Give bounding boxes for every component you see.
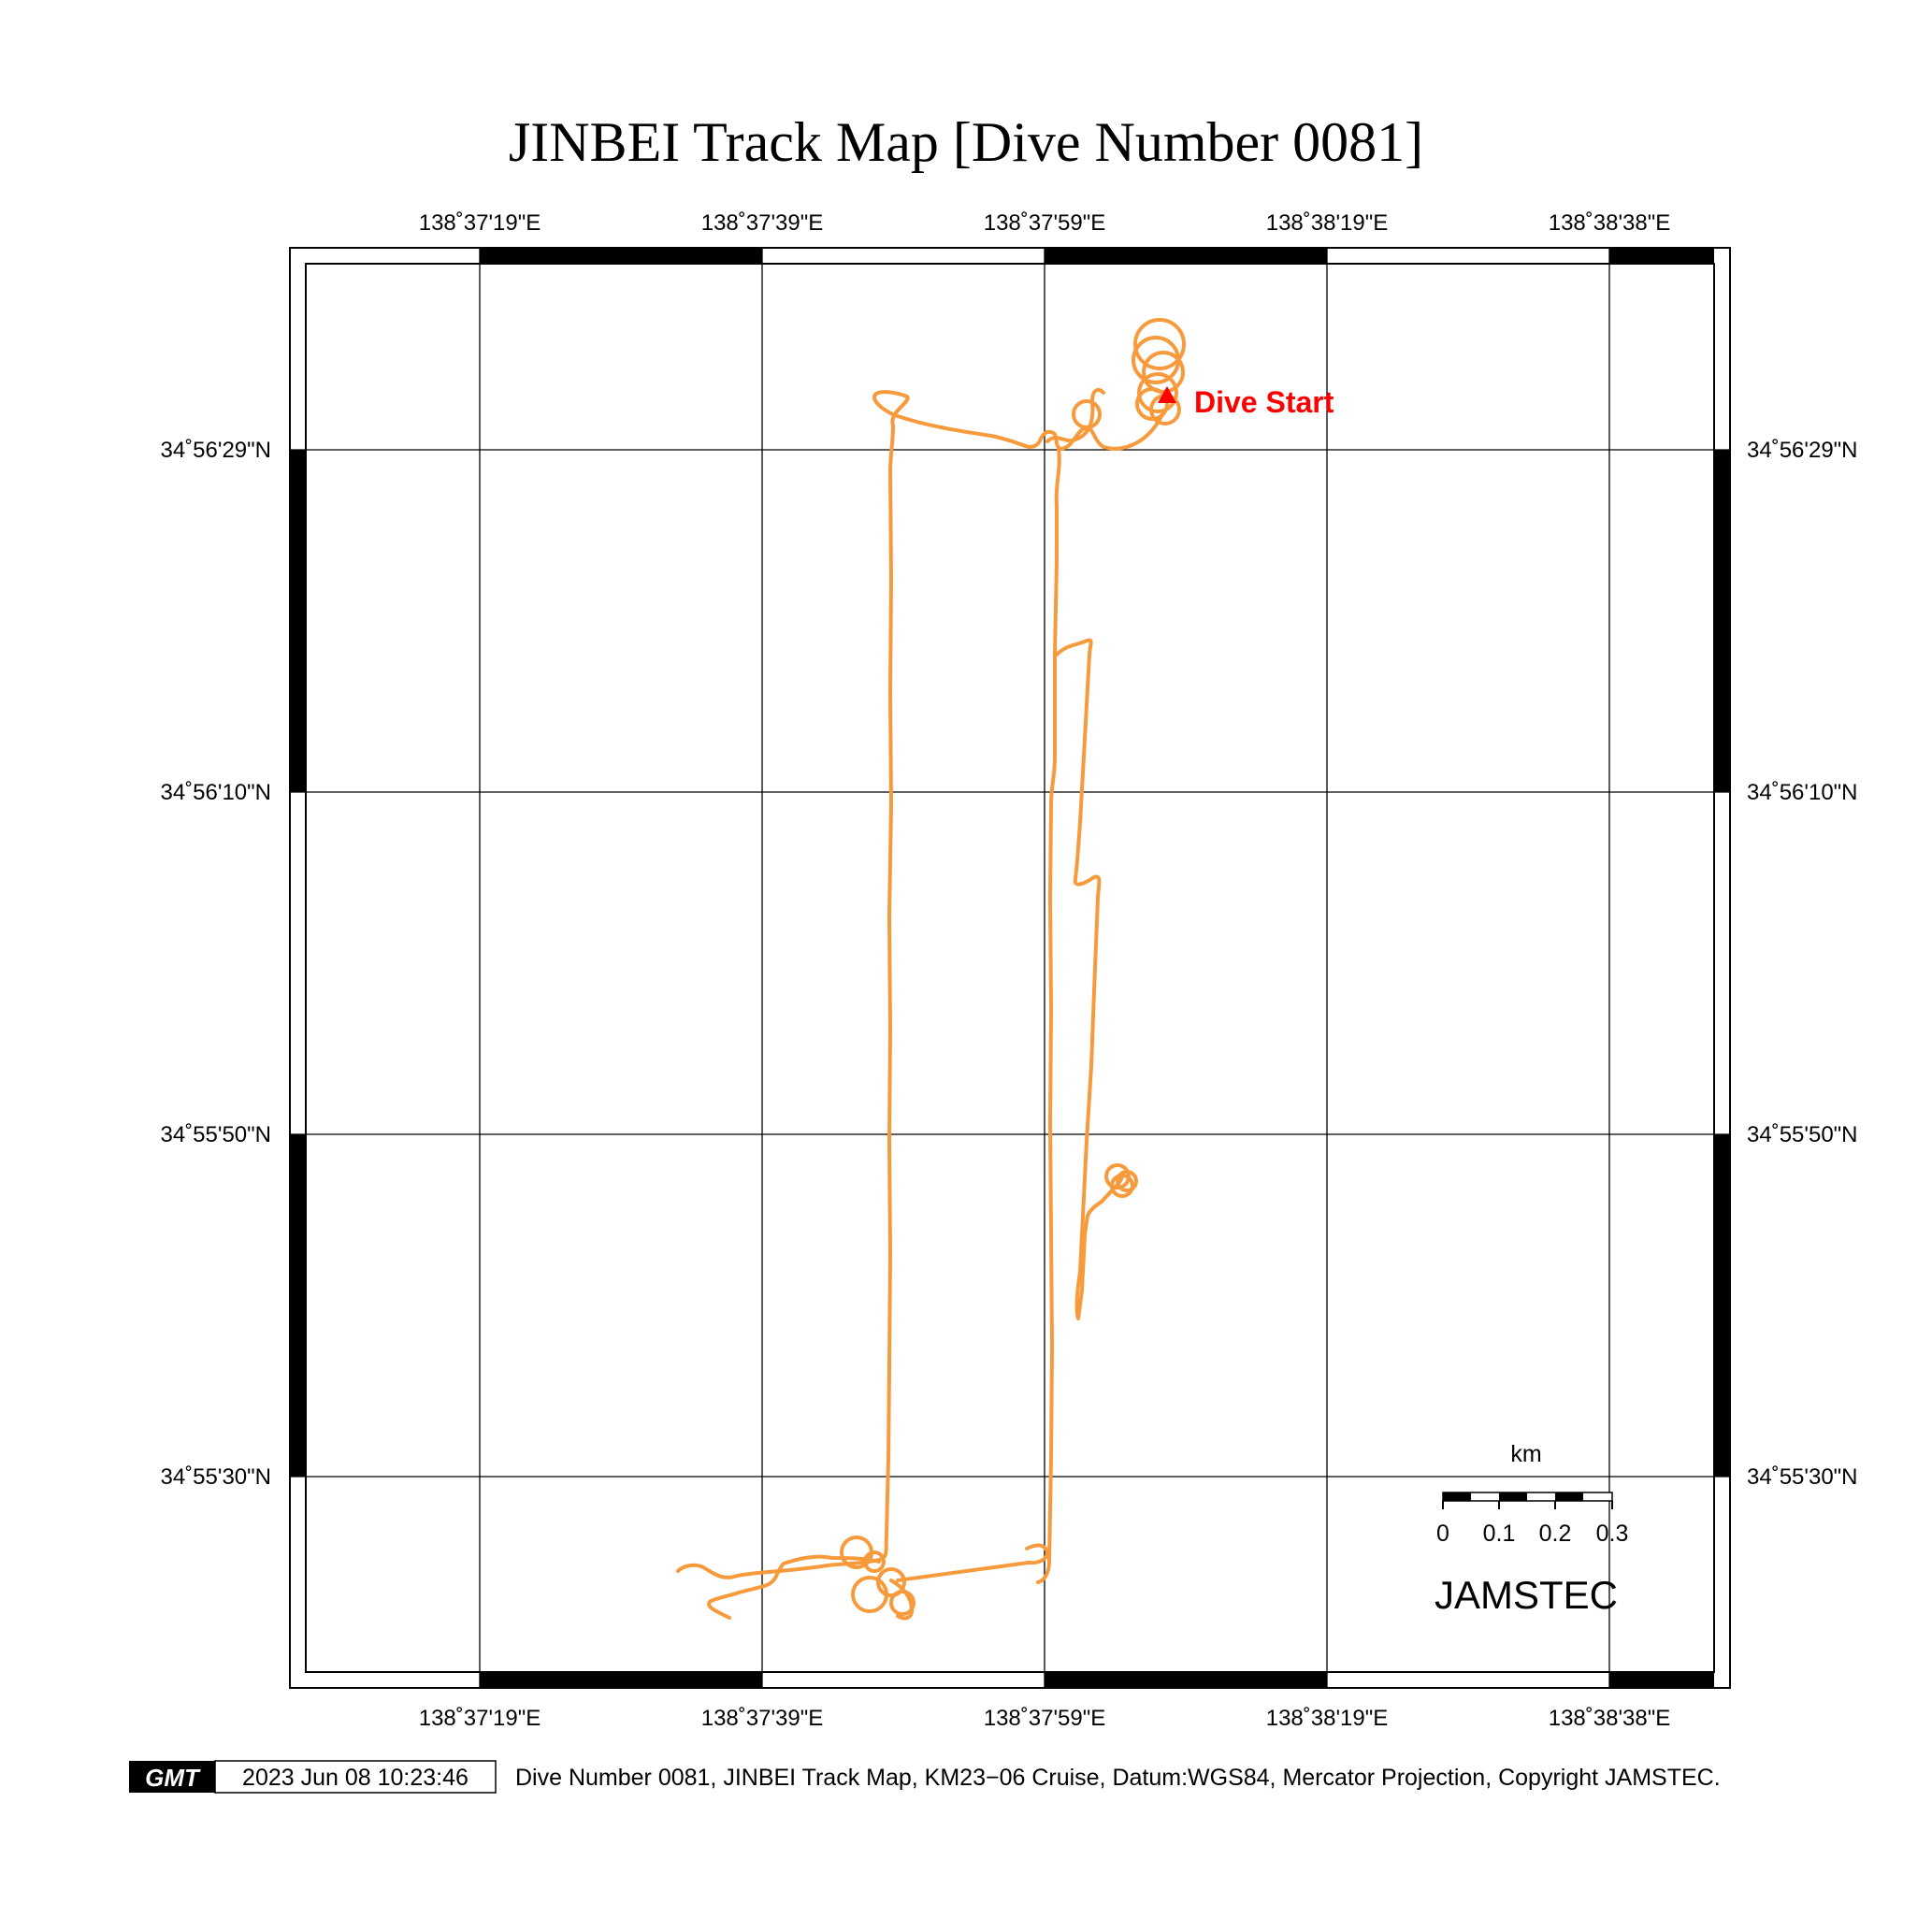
track-segment-north [1045,388,1105,443]
track-loop [1135,387,1169,421]
track-segment-main [676,390,1164,1579]
brand-label: JAMSTEC [1435,1573,1618,1617]
longitude-labels-top: 138˚37'19"E 138˚37'39"E 138˚37'59"E 138˚… [419,210,1671,236]
track-loop [1137,372,1178,413]
lon-label: 138˚37'59"E [984,210,1106,236]
longitude-labels-bottom: 138˚37'19"E 138˚37'39"E 138˚37'59"E 138˚… [419,1706,1671,1731]
lon-label: 138˚37'19"E [419,210,541,236]
track-loop [1110,1174,1134,1198]
lat-label: 34˚55'30"N [1747,1464,1858,1490]
dive-start-label: Dive Start [1194,385,1334,419]
lat-label: 34˚56'29"N [160,438,271,463]
track-segment-east-leg [1036,447,1061,1584]
scale-unit: km [1510,1441,1541,1467]
lon-label: 138˚37'59"E [984,1706,1106,1731]
track-segment-loops-sw-b [889,1543,1049,1621]
track-loop [1072,399,1102,429]
graticule [290,248,1730,1688]
latitude-labels-right: 34˚56'29"N 34˚56'10"N 34˚55'50"N 34˚55'3… [1747,438,1858,1490]
track-loop [1116,1170,1138,1192]
track-loop [1133,318,1186,370]
track-segment-inner [1055,638,1124,1320]
lon-label: 138˚37'19"E [419,1706,541,1731]
dive-track [676,318,1186,1621]
lon-label: 138˚37'39"E [701,1706,824,1731]
lat-label: 34˚55'50"N [160,1122,271,1147]
lat-label: 34˚55'30"N [160,1464,271,1490]
gmt-logo-icon [129,1761,215,1793]
footer: GMT 2023 Jun 08 10:23:46 Dive Number 008… [129,1760,1721,1794]
lat-label: 34˚55'50"N [1747,1122,1858,1147]
lon-label: 138˚37'39"E [701,210,824,236]
scale-bar: km 0 0.1 0.2 0.3 [1436,1441,1628,1547]
dive-start-marker: Dive Start [1158,385,1334,419]
lat-label: 34˚56'10"N [1747,780,1858,805]
lon-label: 138˚38'38"E [1549,1706,1671,1731]
track-segment-loops-sw [707,1554,881,1620]
scale-tick-label: 0.2 [1539,1521,1572,1547]
latitude-labels-left: 34˚56'29"N 34˚56'10"N 34˚55'50"N 34˚55'3… [160,438,271,1490]
triangle-marker-icon [1158,386,1176,403]
lat-label: 34˚56'29"N [1747,438,1858,463]
footer-caption: Dive Number 0081, JINBEI Track Map, KM23… [515,1765,1721,1791]
map-title: JINBEI Track Map [Dive Number 0081] [509,111,1423,173]
lon-label: 138˚38'38"E [1549,210,1671,236]
footer-timestamp: 2023 Jun 08 10:23:46 [242,1765,469,1791]
lon-label: 138˚38'19"E [1266,210,1389,236]
track-loop [863,1550,886,1573]
lat-label: 34˚56'10"N [160,780,271,805]
track-loop [876,1567,906,1597]
lon-label: 138˚38'19"E [1266,1706,1389,1731]
scale-tick-label: 0.3 [1596,1521,1629,1547]
map-frame [289,247,1731,1689]
scale-tick-label: 0 [1436,1521,1449,1547]
scale-tick-label: 0.1 [1483,1521,1516,1547]
gmt-logo-text: GMT [145,1764,201,1792]
